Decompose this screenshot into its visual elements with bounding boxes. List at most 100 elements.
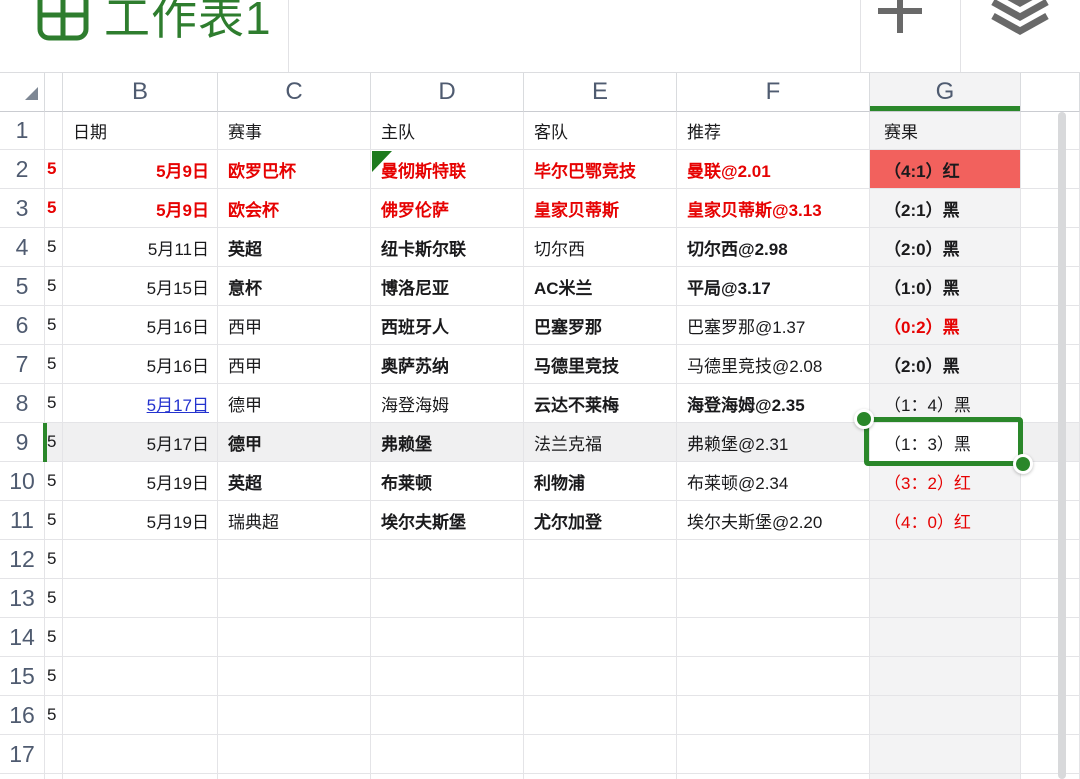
cell-C8[interactable]: 德甲 [218,384,371,423]
row-header-3[interactable]: 3 [0,189,45,228]
cell-A[interactable] [45,774,63,779]
cell-A5[interactable]: 5 [45,267,63,306]
row-header-16[interactable]: 16 [0,696,45,735]
cell-H1[interactable] [1021,112,1080,150]
cell-C12[interactable] [218,540,371,579]
cell-A9[interactable]: 5 [45,423,63,462]
cell-C6[interactable]: 西甲 [218,306,371,345]
cell-E14[interactable] [524,618,677,657]
cell-F1[interactable]: 推荐 [677,112,870,150]
cell-F5[interactable]: 平局@3.17 [677,267,870,306]
cell-E1[interactable]: 客队 [524,112,677,150]
cell-C14[interactable] [218,618,371,657]
cell-G13[interactable] [870,579,1021,618]
cell-G5[interactable]: （1:0）黑 [870,267,1021,306]
cell-B3[interactable]: 5月9日 [63,189,218,228]
cell-B16[interactable] [63,696,218,735]
cell-F9[interactable]: 弗赖堡@2.31 [677,423,870,462]
row-header-5[interactable]: 5 [0,267,45,306]
cell-C[interactable] [218,774,371,779]
cell-D5[interactable]: 博洛尼亚 [371,267,524,306]
cell-A4[interactable]: 5 [45,228,63,267]
cell-D9[interactable]: 弗赖堡 [371,423,524,462]
selection-handle-top-left[interactable] [854,409,874,429]
cell-H9[interactable] [1021,423,1080,462]
row-header-11[interactable]: 11 [0,501,45,540]
cell-E10[interactable]: 利物浦 [524,462,677,501]
sheet-stack-button[interactable] [960,0,1080,72]
cell-B2[interactable]: 5月9日 [63,150,218,189]
cell-D17[interactable] [371,735,524,774]
cell-G10[interactable]: （3：2）红 [870,462,1021,501]
column-header-A[interactable] [45,72,63,112]
cell-D12[interactable] [371,540,524,579]
cell-H16[interactable] [1021,696,1080,735]
cell-H4[interactable] [1021,228,1080,267]
cell-H2[interactable] [1021,150,1080,189]
cell-D11[interactable]: 埃尔夫斯堡 [371,501,524,540]
cell-G16[interactable] [870,696,1021,735]
column-header-H[interactable] [1021,72,1080,112]
cell-F[interactable] [677,774,870,779]
cell-D10[interactable]: 布莱顿 [371,462,524,501]
cell-G1[interactable]: 赛果 [870,112,1021,150]
cell-F17[interactable] [677,735,870,774]
cell-D1[interactable]: 主队 [371,112,524,150]
cell-G7[interactable]: （2:0）黑 [870,345,1021,384]
cell-A14[interactable]: 5 [45,618,63,657]
cell-E13[interactable] [524,579,677,618]
cell-B7[interactable]: 5月16日 [63,345,218,384]
row-header-10[interactable]: 10 [0,462,45,501]
cell-A11[interactable]: 5 [45,501,63,540]
cell-H11[interactable] [1021,501,1080,540]
cell-C10[interactable]: 英超 [218,462,371,501]
cell-H[interactable] [1021,774,1080,779]
column-header-G[interactable]: G [870,72,1021,112]
cell-D13[interactable] [371,579,524,618]
cell-B14[interactable] [63,618,218,657]
cell-B[interactable] [63,774,218,779]
cell-A1[interactable] [45,112,63,150]
row-header-below[interactable] [0,774,45,779]
row-header-6[interactable]: 6 [0,306,45,345]
cell-C9[interactable]: 德甲 [218,423,371,462]
cell-C17[interactable] [218,735,371,774]
cell-D4[interactable]: 纽卡斯尔联 [371,228,524,267]
cell-G8[interactable]: （1：4）黑 [870,384,1021,423]
cell-F6[interactable]: 巴塞罗那@1.37 [677,306,870,345]
cell-D7[interactable]: 奥萨苏纳 [371,345,524,384]
cell-H7[interactable] [1021,345,1080,384]
cell-E9[interactable]: 法兰克福 [524,423,677,462]
cell-E17[interactable] [524,735,677,774]
cell-B15[interactable] [63,657,218,696]
row-header-14[interactable]: 14 [0,618,45,657]
cell-E12[interactable] [524,540,677,579]
selection-handle-bottom-right[interactable] [1013,454,1033,474]
column-header-D[interactable]: D [371,72,524,112]
cell-G2[interactable]: （4:1）红 [870,150,1021,189]
row-header-4[interactable]: 4 [0,228,45,267]
cell-G15[interactable] [870,657,1021,696]
cell-F15[interactable] [677,657,870,696]
cell-A6[interactable]: 5 [45,306,63,345]
cell-D8[interactable]: 海登海姆 [371,384,524,423]
cell-G9[interactable]: （1：3）黑 [870,423,1021,462]
row-header-12[interactable]: 12 [0,540,45,579]
cell-G[interactable] [870,774,1021,779]
cell-E8[interactable]: 云达不莱梅 [524,384,677,423]
column-header-F[interactable]: F [677,72,870,112]
cell-D15[interactable] [371,657,524,696]
cell-E2[interactable]: 毕尔巴鄂竞技 [524,150,677,189]
cell-C3[interactable]: 欧会杯 [218,189,371,228]
cell-C2[interactable]: 欧罗巴杯 [218,150,371,189]
cell-B12[interactable] [63,540,218,579]
cell-H12[interactable] [1021,540,1080,579]
cell-A12[interactable]: 5 [45,540,63,579]
cell-H13[interactable] [1021,579,1080,618]
cell-H5[interactable] [1021,267,1080,306]
cell-G17[interactable] [870,735,1021,774]
cell-A7[interactable]: 5 [45,345,63,384]
cell-F14[interactable] [677,618,870,657]
cell-A17[interactable] [45,735,63,774]
cell-C11[interactable]: 瑞典超 [218,501,371,540]
